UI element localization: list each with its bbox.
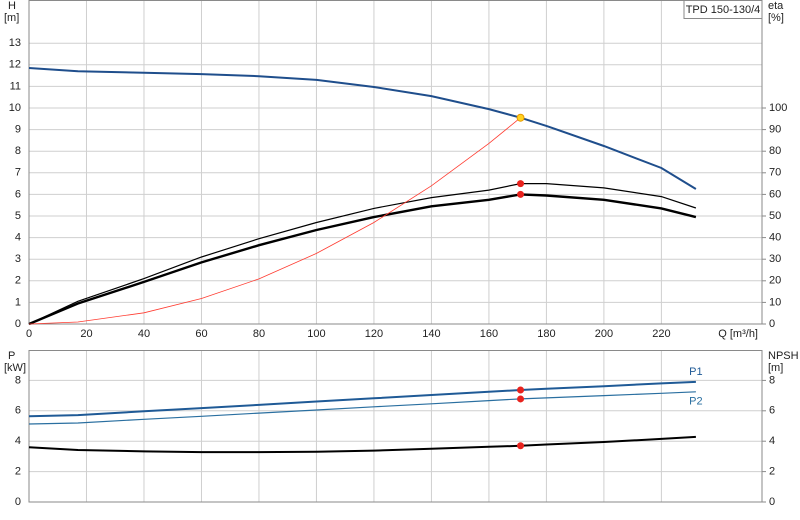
series-line bbox=[28, 380, 696, 418]
duty-point bbox=[516, 113, 525, 122]
x-tick-label: 100 bbox=[307, 328, 325, 340]
series-line bbox=[28, 117, 521, 325]
y2-axis-label: NPSH bbox=[768, 350, 799, 362]
y2-tick-label: 100 bbox=[769, 102, 787, 114]
y-tick-label: 0 bbox=[15, 496, 21, 508]
y2-tick-label: 50 bbox=[769, 210, 781, 222]
y-tick-label: 11 bbox=[10, 80, 21, 92]
y2-axis-unit: [m] bbox=[768, 362, 783, 374]
x-axis-label: Q [m³/h] bbox=[718, 328, 758, 340]
series-line bbox=[28, 435, 696, 454]
plot-frame bbox=[28, 0, 763, 325]
y2-tick-label: 6 bbox=[769, 405, 775, 417]
y2-tick-label: 20 bbox=[769, 275, 781, 287]
y-tick-label: 7 bbox=[15, 167, 21, 179]
x-tick-label: 0 bbox=[26, 328, 32, 340]
y2-tick-label: 30 bbox=[769, 253, 781, 265]
y-tick-label: 8 bbox=[15, 374, 21, 386]
duty-point bbox=[517, 180, 525, 188]
y2-tick-label: 4 bbox=[769, 435, 775, 447]
y2-tick-label: 80 bbox=[769, 145, 781, 157]
y-tick-label: 6 bbox=[15, 405, 21, 417]
series-line bbox=[28, 391, 696, 425]
series-line bbox=[28, 193, 697, 326]
y-axis-label: H bbox=[8, 0, 16, 12]
x-tick-label: 20 bbox=[80, 328, 92, 340]
x-tick-label: 220 bbox=[652, 328, 670, 340]
y2-axis-unit: [%] bbox=[768, 12, 784, 24]
x-tick-label: 120 bbox=[365, 328, 383, 340]
title-box bbox=[683, 0, 763, 19]
duty-point bbox=[517, 386, 525, 394]
y-tick-label: 2 bbox=[15, 466, 21, 478]
series-line bbox=[28, 183, 697, 325]
x-tick-label: 140 bbox=[422, 328, 440, 340]
y-tick-label: 4 bbox=[15, 232, 21, 244]
series-label: P1 bbox=[689, 366, 702, 378]
y-tick-label: 2 bbox=[15, 275, 21, 287]
y-tick-label: 0 bbox=[15, 318, 21, 330]
y-tick-label: 4 bbox=[15, 435, 21, 447]
x-tick-label: 200 bbox=[595, 328, 613, 340]
y-tick-label: 8 bbox=[15, 145, 21, 157]
y2-tick-label: 8 bbox=[769, 374, 775, 386]
duty-point bbox=[517, 442, 525, 450]
y-tick-label: 10 bbox=[9, 102, 21, 114]
y2-tick-label: 0 bbox=[769, 496, 775, 508]
x-tick-label: 180 bbox=[537, 328, 555, 340]
y2-tick-label: 60 bbox=[769, 188, 781, 200]
y-tick-label: 5 bbox=[15, 210, 21, 222]
series-label: P2 bbox=[689, 396, 702, 408]
series-line bbox=[28, 67, 697, 190]
y2-tick-label: 0 bbox=[769, 318, 775, 330]
plot-frame bbox=[28, 350, 763, 503]
y-tick-label: 1 bbox=[15, 296, 21, 308]
y-axis-unit: [m] bbox=[4, 12, 19, 24]
y2-tick-label: 90 bbox=[769, 124, 781, 136]
y-axis-label: P bbox=[8, 350, 15, 362]
y-tick-label: 3 bbox=[15, 253, 21, 265]
y2-tick-label: 2 bbox=[769, 466, 775, 478]
y-tick-label: 9 bbox=[15, 124, 21, 136]
y2-axis-label: eta bbox=[768, 0, 784, 12]
x-tick-label: 60 bbox=[195, 328, 207, 340]
x-tick-label: 160 bbox=[480, 328, 498, 340]
x-tick-label: 80 bbox=[253, 328, 265, 340]
y2-tick-label: 10 bbox=[769, 296, 781, 308]
duty-point bbox=[517, 190, 525, 198]
duty-point bbox=[517, 395, 525, 403]
y-tick-label: 13 bbox=[9, 37, 21, 49]
y2-tick-label: 40 bbox=[769, 232, 781, 244]
x-tick-label: 40 bbox=[138, 328, 150, 340]
y-tick-label: 6 bbox=[15, 188, 21, 200]
y-tick-label: 12 bbox=[9, 59, 21, 71]
chart-title: TPD 150-130/4 bbox=[686, 4, 761, 16]
y-axis-unit: [kW] bbox=[4, 362, 26, 374]
y2-tick-label: 70 bbox=[769, 167, 781, 179]
